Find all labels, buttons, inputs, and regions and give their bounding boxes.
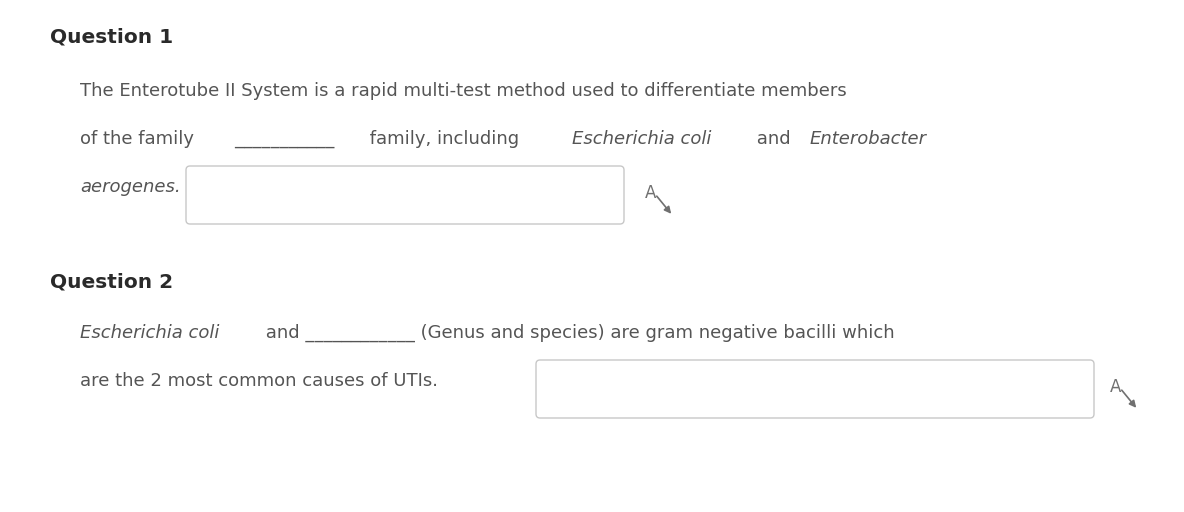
Text: A: A	[1111, 378, 1121, 396]
Text: and: and	[752, 130, 797, 148]
Text: The Enterotube II System is a rapid multi-test method used to differentiate memb: The Enterotube II System is a rapid mult…	[81, 82, 847, 100]
Text: A: A	[645, 184, 656, 202]
Text: Question 2: Question 2	[50, 272, 173, 291]
Text: and ____________ (Genus and species) are gram negative bacilli which: and ____________ (Genus and species) are…	[259, 324, 894, 342]
Text: Escherichia coli: Escherichia coli	[572, 130, 710, 148]
Text: ___________: ___________	[234, 130, 335, 148]
Text: are the 2 most common causes of UTIs.: are the 2 most common causes of UTIs.	[81, 372, 438, 390]
Text: Question 1: Question 1	[50, 27, 173, 46]
Text: Enterobacter: Enterobacter	[810, 130, 927, 148]
Text: family, including: family, including	[363, 130, 525, 148]
FancyBboxPatch shape	[536, 360, 1094, 418]
Text: Escherichia coli: Escherichia coli	[81, 324, 219, 342]
Text: of the family: of the family	[81, 130, 200, 148]
Text: aerogenes.: aerogenes.	[81, 178, 181, 196]
FancyBboxPatch shape	[186, 166, 624, 224]
